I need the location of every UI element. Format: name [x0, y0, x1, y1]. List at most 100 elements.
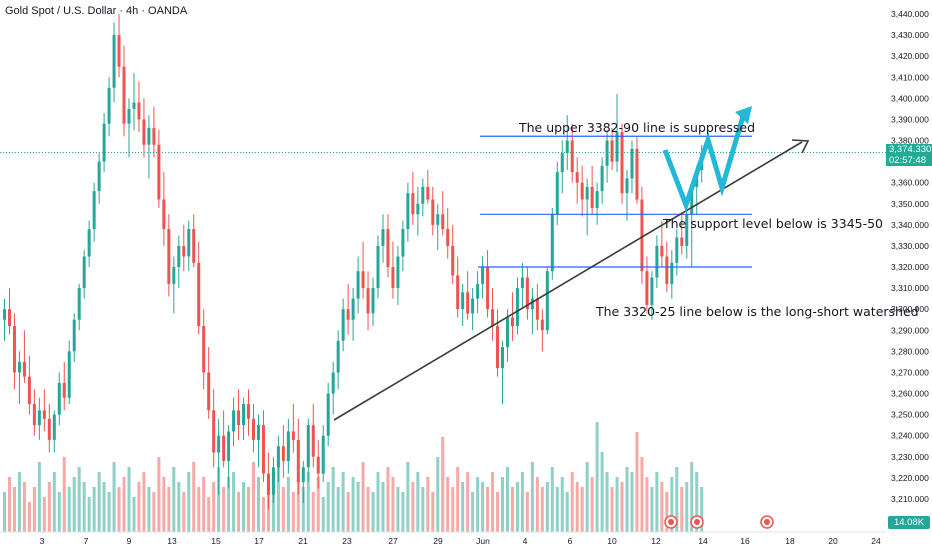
- volume-bar: [476, 477, 480, 532]
- y-tick-label: 3,440.000: [891, 9, 929, 19]
- volume-bar: [37, 462, 41, 532]
- candle-body: [381, 229, 385, 246]
- volume-bar: [341, 472, 345, 532]
- volume-badge: 14.08K: [888, 516, 930, 529]
- volume-bar: [356, 482, 360, 532]
- volume-bar: [331, 467, 335, 532]
- volume-bar: [296, 482, 300, 532]
- volume-bar: [361, 462, 365, 532]
- candle-body: [545, 271, 549, 331]
- candle-body: [321, 435, 325, 474]
- candle-body: [496, 326, 500, 369]
- x-tick-label: 27: [388, 536, 398, 546]
- volume-bar: [182, 492, 186, 532]
- volume-bar: [281, 487, 285, 532]
- trend-line: [333, 141, 803, 421]
- volume-bar: [565, 492, 569, 532]
- y-tick-label: 3,300.000: [891, 304, 929, 314]
- x-tick-label: 23: [342, 536, 352, 546]
- candle-body: [242, 404, 246, 426]
- x-tick-label: 14: [698, 536, 708, 546]
- volume-bar: [570, 472, 574, 532]
- volume-bar: [595, 422, 599, 532]
- event-flag-dot: [764, 519, 770, 525]
- volume-bar: [177, 482, 181, 532]
- last-price-value: 3,374.330: [889, 144, 932, 155]
- candle-body: [565, 140, 569, 154]
- candle-body: [107, 87, 111, 124]
- candle-body: [421, 186, 425, 204]
- volume-bar: [52, 472, 56, 532]
- candle-body: [162, 199, 166, 230]
- candle-body: [147, 127, 151, 145]
- candle-body: [197, 262, 201, 327]
- volume-bar: [441, 437, 445, 532]
- y-tick-label: 3,290.000: [891, 325, 929, 335]
- candle-body: [271, 467, 275, 495]
- volume-bar: [600, 452, 604, 532]
- candle-body: [122, 66, 126, 124]
- candle-body: [137, 102, 141, 120]
- volume-bar: [515, 482, 519, 532]
- y-tick-label: 3,340.000: [891, 220, 929, 230]
- x-tick-label: 16: [740, 536, 750, 546]
- event-flag-dot: [668, 519, 674, 525]
- x-tick-label: 12: [651, 536, 661, 546]
- candle-body: [7, 309, 11, 327]
- y-tick-label: 3,260.000: [891, 389, 929, 399]
- volume-bar: [252, 462, 255, 532]
- volume-bar: [675, 467, 679, 532]
- candle-body: [17, 361, 21, 373]
- candle-body: [530, 298, 534, 310]
- candle-body: [441, 214, 445, 230]
- candle-body: [82, 256, 86, 289]
- volume-bar: [481, 482, 485, 532]
- x-tick-label: 29: [433, 536, 443, 546]
- volume-bar: [242, 482, 246, 532]
- candle-body: [690, 186, 694, 215]
- candle-body: [306, 425, 310, 468]
- candle-body: [555, 172, 559, 215]
- candle-body: [117, 35, 121, 67]
- candle-body: [615, 132, 619, 162]
- candle-body: [595, 191, 599, 208]
- x-tick-label: 13: [167, 536, 177, 546]
- volume-bar: [102, 482, 106, 532]
- candle-body: [376, 245, 380, 289]
- candle-body: [361, 271, 365, 289]
- candle-body: [486, 267, 490, 310]
- volume-bar: [207, 497, 211, 532]
- volume-bar: [192, 462, 196, 532]
- volume-bar: [525, 492, 529, 532]
- candle-body: [366, 288, 370, 314]
- candle-body: [351, 298, 355, 320]
- candle-body: [466, 292, 470, 314]
- candle-body: [311, 425, 315, 457]
- volume-bar: [371, 492, 375, 532]
- volume-bar: [217, 467, 221, 532]
- x-tick-label: 7: [84, 536, 89, 546]
- candle-body: [316, 456, 320, 474]
- volume-bar: [237, 492, 241, 532]
- volume-bar: [416, 472, 420, 532]
- candle-body: [102, 123, 106, 162]
- candle-body: [620, 132, 624, 194]
- volume-bar: [187, 472, 191, 532]
- volume-bar: [461, 482, 465, 532]
- volume-bar: [645, 477, 649, 532]
- candle-body: [580, 182, 584, 200]
- volume-bar: [501, 477, 504, 532]
- candle-body: [187, 229, 191, 257]
- volume-bar: [685, 482, 689, 532]
- volume-bar: [655, 472, 659, 532]
- volume-bar: [496, 492, 500, 532]
- volume-bar: [167, 487, 171, 532]
- candle-body: [461, 292, 465, 310]
- volume-bar: [386, 467, 390, 532]
- volume-bar: [27, 502, 31, 532]
- volume-bar: [202, 477, 206, 532]
- volume-bar: [396, 487, 400, 532]
- candle-body: [256, 425, 260, 440]
- candle-body: [32, 404, 36, 426]
